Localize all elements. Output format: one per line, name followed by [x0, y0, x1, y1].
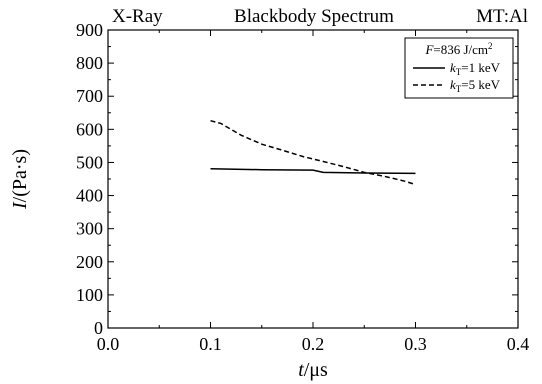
- legend-fluence-sup: 2: [488, 41, 493, 51]
- legend-entry-sub: T: [456, 84, 462, 94]
- legend-entry-sub: T: [456, 67, 462, 77]
- x-tick-label: 0.4: [507, 334, 530, 354]
- y-tick-label: 900: [76, 20, 103, 40]
- legend-entry-var: k: [450, 60, 456, 75]
- series-layer: [210, 119, 416, 186]
- y-tick-label: 500: [76, 152, 103, 172]
- legend-entry-text: =1 keV: [461, 60, 500, 75]
- header-center: Blackbody Spectrum: [234, 6, 394, 27]
- header-right: MT:Al: [476, 6, 528, 27]
- legend-fluence-var: F: [424, 42, 434, 57]
- legend-fluence-text: =836 J/cm: [433, 42, 488, 57]
- legend-entry-label: kT=5 keV: [450, 77, 501, 94]
- series-line-solid: [210, 167, 416, 175]
- axes-layer: 0.0 0.1 0.2 0.3 0.4 0 100 200 300 400 500 600 700 800…: [9, 20, 529, 381]
- y-tick-label: 300: [76, 219, 103, 239]
- legend-entry-var: k: [450, 77, 456, 92]
- y-axis-unit: /(Pa·s): [9, 149, 31, 202]
- y-tick-label: 800: [76, 53, 103, 73]
- x-tick-label: 0.2: [302, 334, 325, 354]
- header: X-Ray Blackbody Spectrum MT:Al: [112, 6, 528, 27]
- x-axis-unit: /μs: [304, 359, 328, 381]
- y-tick-label: 100: [76, 285, 103, 305]
- y-tick-label: 600: [76, 119, 103, 139]
- x-axis-title: t/μs: [298, 359, 328, 381]
- series-line-dashed: [210, 119, 416, 186]
- y-axis-title: I/(Pa·s): [9, 149, 31, 210]
- x-tick-label: 0.3: [404, 334, 427, 354]
- header-left: X-Ray: [112, 6, 163, 27]
- y-tick-label: 200: [76, 252, 103, 272]
- x-axis-var: t: [298, 359, 304, 381]
- x-tick-label: 0.1: [199, 334, 222, 354]
- legend-entry-text: =5 keV: [461, 77, 500, 92]
- legend-entry-label: kT=1 keV: [450, 60, 501, 77]
- x-tick-label: 0.0: [97, 334, 120, 354]
- legend-fluence: F=836 J/cm2: [424, 41, 492, 57]
- y-tick-label: 400: [76, 186, 103, 206]
- y-tick-label: 700: [76, 86, 103, 106]
- y-tick-label: 0: [94, 318, 103, 338]
- y-axis-var: I: [9, 201, 31, 210]
